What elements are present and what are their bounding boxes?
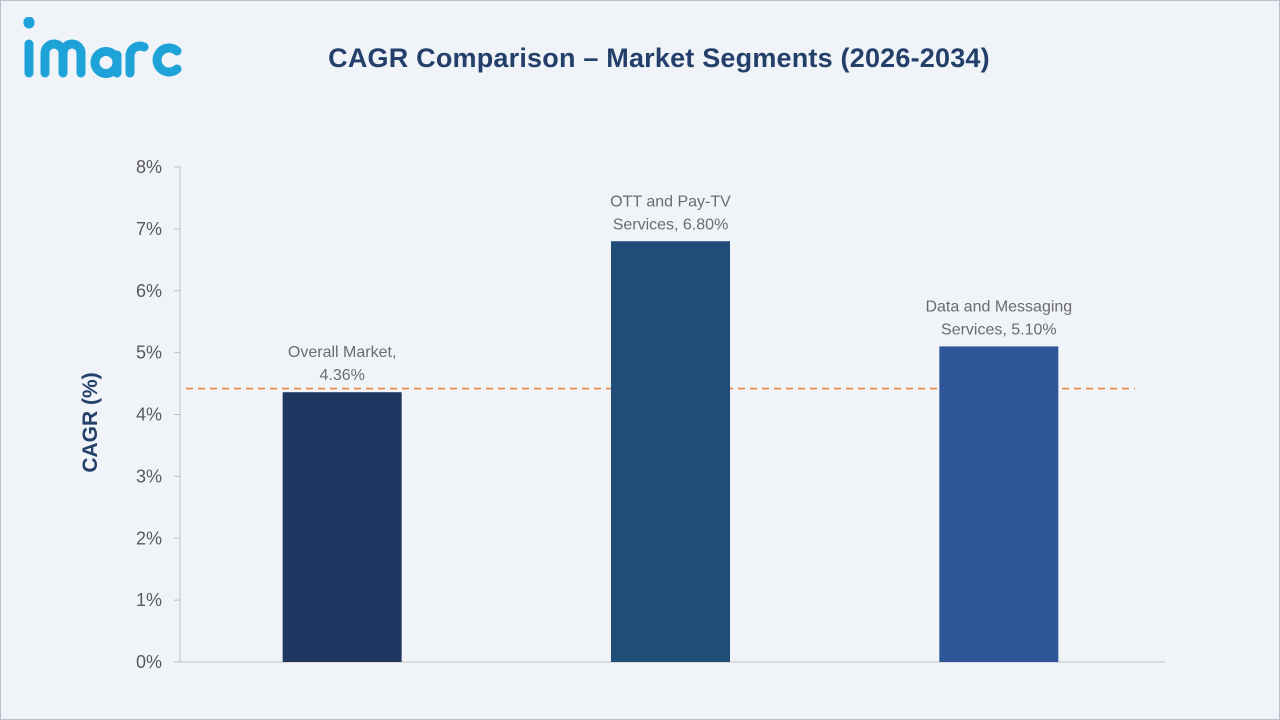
y-tick-label: 6% [136,281,162,301]
data-label: Overall Market, [288,344,396,361]
y-axis: 0% 1% 2% 3% 4% 5% 6% 7% 8% [136,157,1165,672]
imarc-logo [23,17,182,78]
y-tick-label: 7% [136,219,162,239]
y-tick-label: 2% [136,528,162,548]
chart-title: CAGR Comparison – Market Segments (2026-… [328,43,990,73]
data-label: OTT and Pay-TV [610,193,731,210]
y-tick-label: 5% [136,343,162,363]
y-tick-label: 1% [136,590,162,610]
y-tick-label: 8% [136,157,162,177]
data-labels: Overall Market, 4.36% OTT and Pay-TV Servic… [288,193,1072,384]
y-axis-label: CAGR (%) [79,372,102,472]
bar [282,392,402,662]
data-label: Services, 6.80% [613,216,729,233]
bars [282,241,1059,662]
data-label: 4.36% [319,367,364,384]
y-tick-label: 3% [136,466,162,486]
bar [939,346,1059,662]
bar [611,241,730,662]
y-tick-label: 0% [136,652,162,672]
y-tick-label: 4% [136,405,162,425]
data-label: Services, 5.10% [941,321,1057,338]
data-label: Data and Messaging [925,298,1072,315]
